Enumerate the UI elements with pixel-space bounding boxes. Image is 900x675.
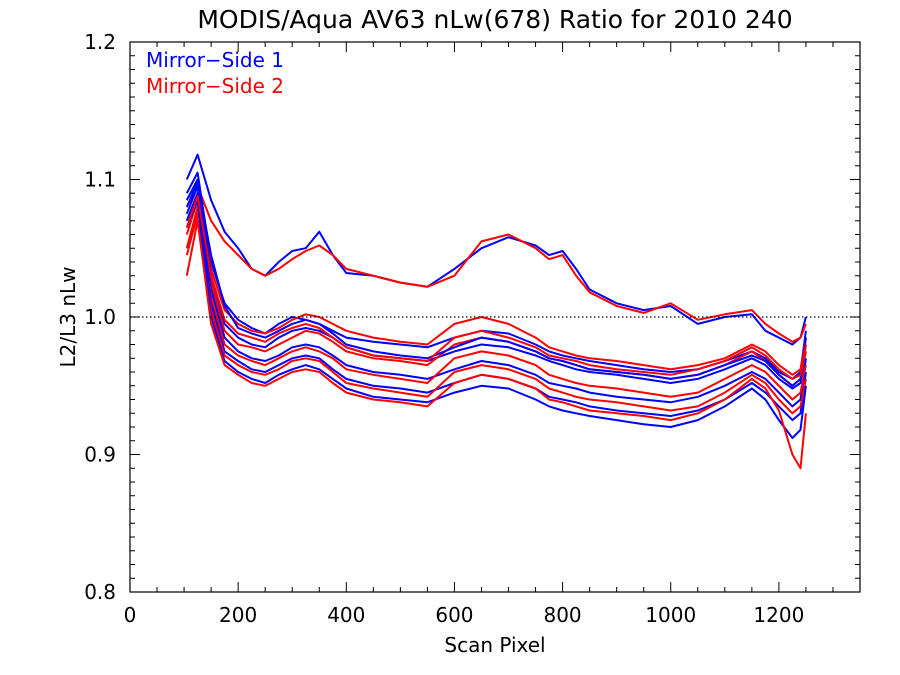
chart-title: MODIS/Aqua AV63 nLw(678) Ratio for 2010 … (197, 5, 792, 34)
y-tick-label: 1.0 (84, 305, 116, 329)
y-tick-label: 0.8 (84, 580, 116, 604)
x-tick-label: 1200 (753, 603, 804, 627)
x-tick-label: 400 (327, 603, 365, 627)
x-tick-label: 0 (124, 603, 137, 627)
series-line-12 (185, 219, 807, 470)
y-tick-label: 1.1 (84, 168, 116, 192)
series-line-4 (185, 192, 807, 376)
series-line-7 (185, 185, 807, 408)
legend-entry-2: Mirror−Side 2 (146, 74, 284, 98)
series-line-14 (185, 195, 807, 380)
legend-entry-1: Mirror−Side 1 (146, 48, 284, 72)
series-line-3 (185, 171, 807, 380)
series-line-2 (185, 185, 807, 343)
plot-lines (185, 153, 807, 470)
axis-tick-labels: 0 200 400 600 800 1000 1200 0.8 0.9 1.0 1.1 1.2 (84, 30, 804, 627)
series-line-5 (185, 178, 807, 390)
axis-ticks (129, 41, 860, 593)
series-line-10 (185, 212, 807, 415)
x-tick-label: 200 (219, 603, 257, 627)
series-line-8 (185, 206, 807, 401)
x-tick-label: 1000 (645, 603, 696, 627)
y-tick-label: 0.9 (84, 443, 116, 467)
x-tick-label: 800 (543, 603, 581, 627)
series-line-13 (185, 181, 807, 387)
y-tick-label: 1.2 (84, 30, 116, 54)
y-axis-label: L2/L3 nLw (56, 266, 80, 367)
x-axis-label: Scan Pixel (444, 633, 545, 657)
x-tick-label: 600 (435, 603, 473, 627)
series-line-9 (185, 192, 807, 422)
series-line-11 (185, 199, 807, 439)
